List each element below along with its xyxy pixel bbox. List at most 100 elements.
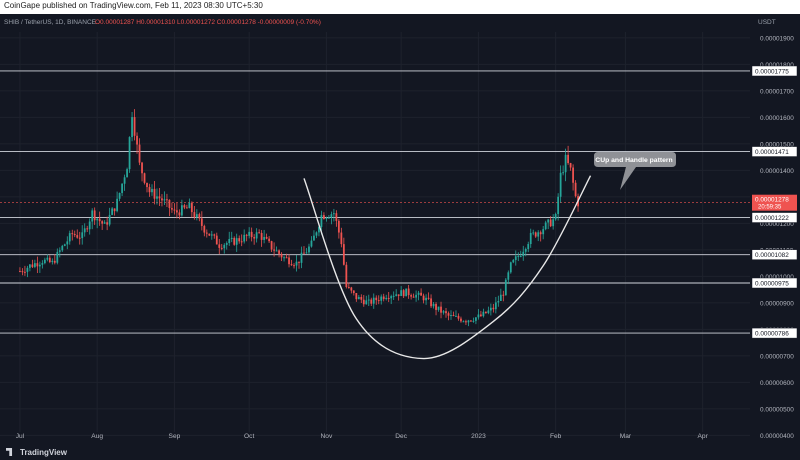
candle [432,301,435,309]
candle [26,265,29,278]
candle [332,208,335,222]
candle [452,311,455,317]
level-tag-label: 0.00000975 [755,281,789,288]
candle-body [98,218,101,222]
candle [382,293,385,302]
candle [472,317,475,323]
candle-body [567,154,570,164]
candle [253,234,256,245]
tradingview-logo-icon [6,448,13,456]
candle-body [153,188,156,199]
candle [63,243,66,247]
candle-body [375,297,378,301]
candle-body [88,221,91,230]
symbol-line: SHIB / TetherUS, 1D, BINANCE [4,19,97,26]
candle [200,211,203,231]
grid [0,32,750,436]
publisher-bar: CoinGape published on TradingView.com, F… [0,0,800,14]
candle-body [168,199,171,209]
candle [68,230,71,245]
candle-body [313,235,315,241]
cup-curve [303,175,592,360]
candle [273,242,275,257]
candle [330,211,333,225]
candle-body [517,256,520,258]
candle [397,294,400,301]
candle-body [131,117,133,138]
candle-body [362,299,365,305]
candle-body [41,263,44,265]
candle [83,223,86,237]
candle [514,250,517,266]
candle [387,292,390,303]
candle [210,230,213,240]
candle [46,254,49,262]
candle [126,167,128,178]
candle-body [574,182,577,197]
candle-body [435,303,437,310]
candle-body [330,214,333,218]
candle [303,246,305,254]
candle-body [193,212,196,218]
candle [337,218,340,239]
candle-body [512,259,515,263]
candle-body [163,199,166,201]
candle-body [91,210,94,222]
candle [422,293,425,304]
candle [24,265,26,276]
candle [435,302,437,316]
candle [467,319,470,327]
candle-body [248,231,251,236]
candle [470,320,472,322]
candles [19,109,579,327]
candle-body [203,225,206,233]
candle [300,246,303,269]
last-price-tag [752,194,797,211]
candle-body [504,279,507,296]
candle [377,295,380,305]
candle [318,224,320,237]
candle [430,294,432,308]
candle [190,201,193,218]
x-tick-label: Feb [550,433,562,440]
candle [73,230,76,238]
candle [313,230,315,241]
candle-body [26,267,29,272]
candle-body [457,315,460,319]
candle-body [288,257,290,265]
candle [462,320,465,323]
candle-body [208,233,211,236]
candle [56,248,59,265]
candle [228,231,231,246]
candle [33,259,36,269]
candle-body [275,250,278,252]
candle-body [559,172,562,197]
candle [58,247,61,258]
candle [455,310,457,317]
candle-body [24,271,26,273]
candle-body [38,264,41,267]
y-tick-label: 0.00001700 [760,88,794,95]
candle [323,212,325,220]
candle [243,229,246,244]
candle-body [228,238,231,244]
level-tag [751,65,798,77]
candle-body [118,192,121,199]
candle [183,203,186,210]
candle-body [111,208,114,215]
candle-body [280,253,283,258]
candle-body [173,209,176,211]
level-tag [751,212,798,223]
candle-body [161,198,163,201]
price-axis: 0.00001900 0.00001800 0.00001700 0.00001600… [750,14,800,446]
candle [230,231,233,243]
candle [315,231,318,239]
candle [220,243,223,251]
candle [91,208,94,230]
candle [295,254,298,272]
candle [208,233,211,237]
candle-body [198,214,201,219]
candle [285,253,288,259]
candle [342,237,345,266]
